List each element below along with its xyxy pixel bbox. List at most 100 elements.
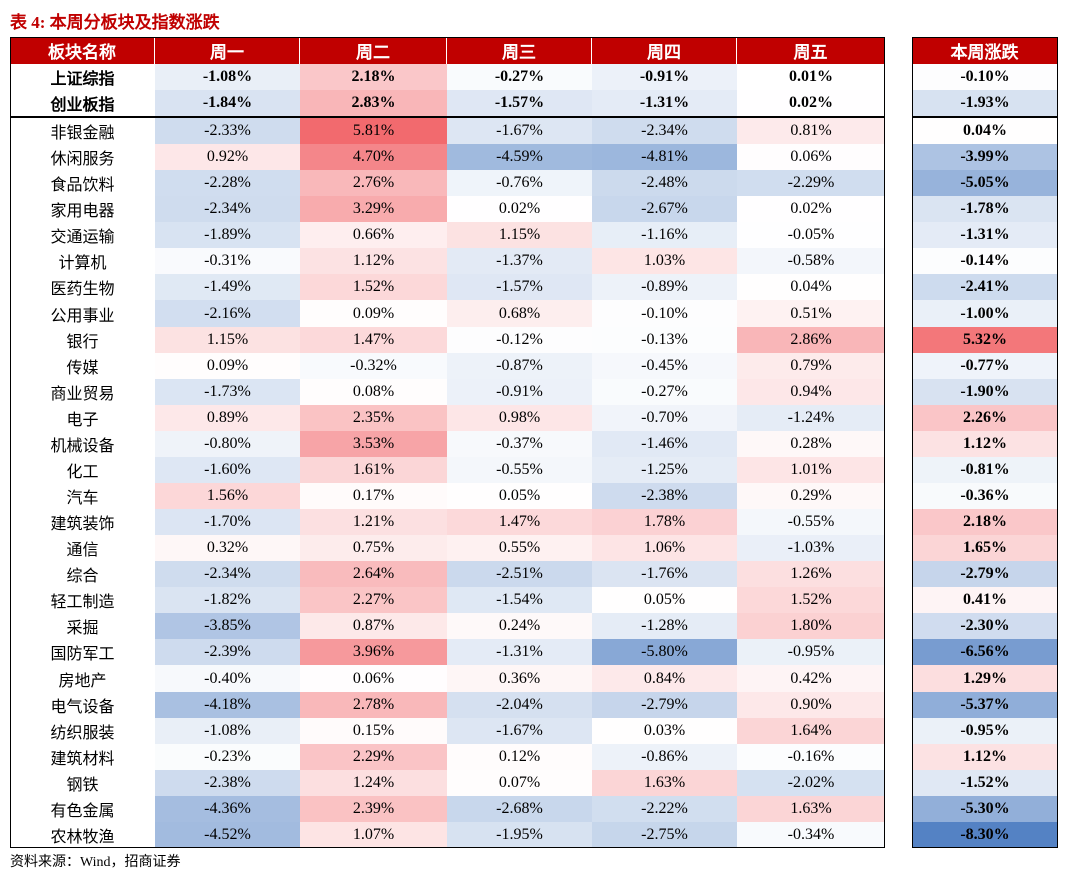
row-label: 钢铁 <box>10 769 155 796</box>
cell: 0.28% <box>737 430 885 457</box>
cell: 0.09% <box>300 300 447 327</box>
cell: -5.80% <box>592 639 737 666</box>
cell: -5.05% <box>912 170 1058 197</box>
cell: -1.54% <box>447 587 592 614</box>
cell: -2.02% <box>737 769 885 796</box>
cell: -2.79% <box>912 561 1058 588</box>
cell: -1.24% <box>737 404 885 431</box>
cell: -0.55% <box>737 509 885 536</box>
cell: 1.63% <box>737 795 885 822</box>
row-label: 农林牧渔 <box>10 821 155 848</box>
cell: 0.79% <box>737 352 885 379</box>
row-label: 汽车 <box>10 482 155 510</box>
cell: 0.01% <box>737 64 885 90</box>
cell: 2.86% <box>737 326 885 353</box>
row-label: 创业板指 <box>10 90 155 116</box>
cell: -2.75% <box>592 821 737 848</box>
cell: -0.89% <box>592 274 737 301</box>
row-label: 机械设备 <box>10 430 155 457</box>
cell: -0.40% <box>155 665 300 692</box>
cell: 0.90% <box>737 691 885 718</box>
cell: 2.35% <box>300 404 447 431</box>
cell: -1.31% <box>592 90 737 116</box>
title: 表 4: 本周分板块及指数涨跌 <box>10 13 220 32</box>
cell: -1.78% <box>912 196 1058 223</box>
cell: 0.29% <box>737 482 885 510</box>
row-label: 综合 <box>10 561 155 588</box>
cell: 0.03% <box>592 717 737 744</box>
cell: 2.64% <box>300 561 447 588</box>
cell: 1.47% <box>300 326 447 353</box>
row-label: 电子 <box>10 404 155 431</box>
cell: 2.18% <box>300 64 447 90</box>
cell: -1.84% <box>155 90 300 116</box>
row-label: 房地产 <box>10 665 155 692</box>
row-label: 采掘 <box>10 613 155 640</box>
row-label: 商业贸易 <box>10 378 155 405</box>
cell: -2.34% <box>592 118 737 145</box>
cell: -0.45% <box>592 352 737 379</box>
cell: 0.09% <box>155 352 300 379</box>
cell: -0.12% <box>447 326 592 353</box>
cell: -5.30% <box>912 795 1058 822</box>
cell: -1.31% <box>447 639 592 666</box>
cell: 1.07% <box>300 821 447 848</box>
cell: 0.36% <box>447 665 592 692</box>
cell: -0.91% <box>447 378 592 405</box>
cell: 0.07% <box>447 769 592 796</box>
cell: -2.34% <box>155 561 300 588</box>
cell: 1.03% <box>592 248 737 275</box>
row-label: 非银金融 <box>10 118 155 145</box>
cell: -4.81% <box>592 144 737 171</box>
cell: 1.63% <box>592 769 737 796</box>
column-header: 板块名称 <box>10 37 155 64</box>
cell: 1.65% <box>912 535 1058 562</box>
cell: -0.70% <box>592 404 737 431</box>
cell: -2.28% <box>155 170 300 197</box>
cell: 1.52% <box>300 274 447 301</box>
row-label: 银行 <box>10 326 155 353</box>
cell: -0.16% <box>737 743 885 770</box>
cell: -0.77% <box>912 352 1058 379</box>
cell: 0.75% <box>300 535 447 562</box>
cell: 0.84% <box>592 665 737 692</box>
cell: -1.73% <box>155 378 300 405</box>
cell: -1.57% <box>447 90 592 116</box>
cell: 4.70% <box>300 144 447 171</box>
cell: -1.82% <box>155 587 300 614</box>
cell: 1.47% <box>447 509 592 536</box>
cell: -1.28% <box>592 613 737 640</box>
cell: 3.29% <box>300 196 447 223</box>
cell: -0.34% <box>737 821 885 848</box>
cell: 0.06% <box>737 144 885 171</box>
cell: 1.26% <box>737 561 885 588</box>
cell: 1.78% <box>592 509 737 536</box>
row-label: 交通运输 <box>10 222 155 249</box>
cell: 1.15% <box>447 222 592 249</box>
cell: -0.36% <box>912 482 1058 510</box>
cell: 0.02% <box>447 196 592 223</box>
cell: -2.39% <box>155 639 300 666</box>
column-header: 本周涨跌 <box>912 37 1058 64</box>
column-header: 周二 <box>300 37 447 64</box>
cell: 0.02% <box>737 90 885 116</box>
cell: 1.52% <box>737 587 885 614</box>
row-label: 纺织服装 <box>10 717 155 744</box>
cell: 0.68% <box>447 300 592 327</box>
column-header: 周三 <box>447 37 592 64</box>
cell: -2.41% <box>912 274 1058 301</box>
cell: -1.31% <box>912 222 1058 249</box>
cell: -1.67% <box>447 717 592 744</box>
cell: 0.04% <box>737 274 885 301</box>
cell: -2.34% <box>155 196 300 223</box>
cell: -0.27% <box>592 378 737 405</box>
cell: -4.18% <box>155 691 300 718</box>
cell: -4.36% <box>155 795 300 822</box>
cell: 1.56% <box>155 482 300 510</box>
cell: 2.76% <box>300 170 447 197</box>
cell: 2.18% <box>912 509 1058 536</box>
cell: 0.94% <box>737 378 885 405</box>
cell: 0.81% <box>737 118 885 145</box>
cell: 0.15% <box>300 717 447 744</box>
